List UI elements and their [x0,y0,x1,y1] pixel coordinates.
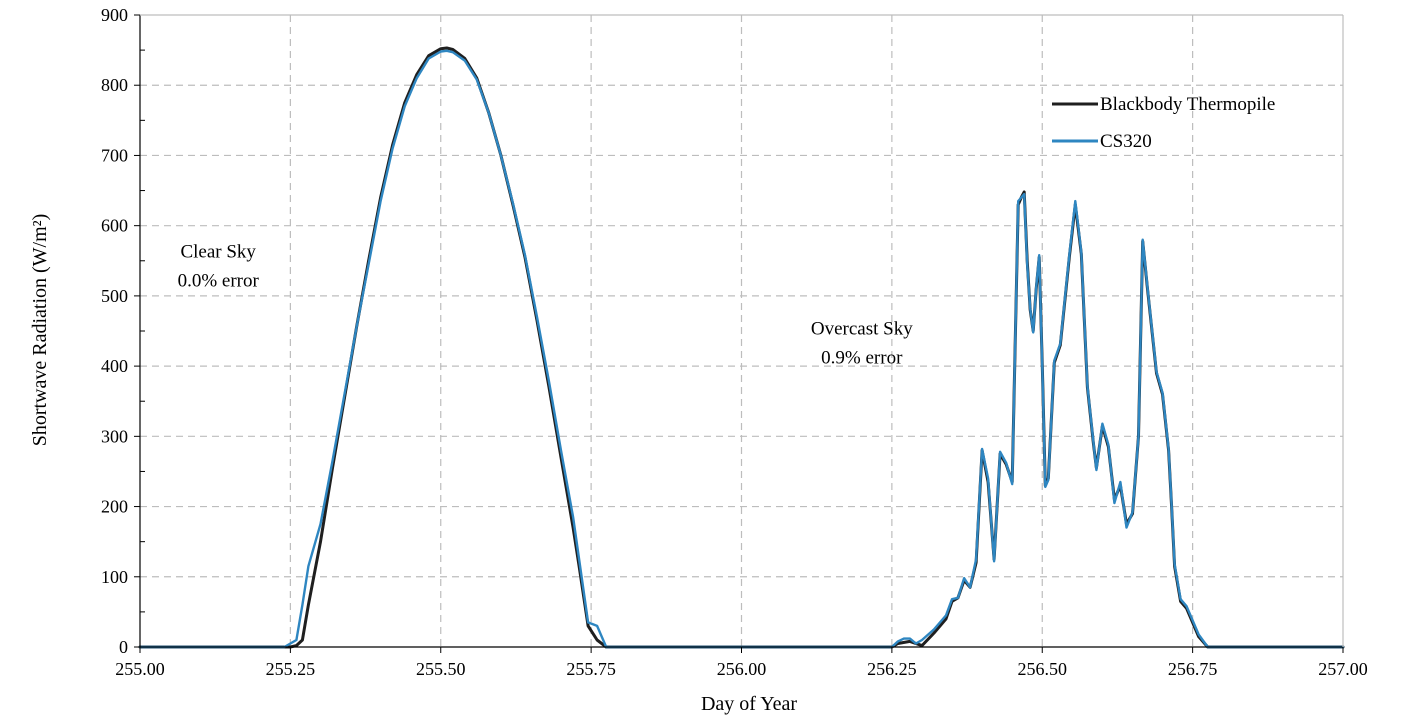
annotation-0-line-0: Clear Sky [180,241,256,262]
x-tick-label: 255.00 [115,659,165,679]
legend-label: CS320 [1100,131,1152,152]
annotation-1-line-0: Overcast Sky [811,319,913,340]
y-axis-ticks: 0 100 200 300 400 500 600 700 800 900 [101,5,145,657]
chart-annotations: Clear Sky 0.0% error Overcast Sky 0.9% erro… [178,241,914,368]
y-axis-title: Shortwave Radiation (W/m²) [29,214,51,447]
y-tick-label: 0 [119,637,128,657]
y-tick-label: 200 [101,497,128,517]
series-line-cs320 [138,49,1345,649]
x-tick-label: 256.50 [1018,659,1068,679]
y-tick-label: 600 [101,216,128,236]
x-tick-label: 257.00 [1318,659,1368,679]
y-tick-label: 500 [101,286,128,306]
legend-label: Blackbody Thermopile [1100,94,1275,115]
y-tick-label: 300 [101,426,128,446]
y-tick-label: 900 [101,5,128,25]
x-axis-title: Day of Year [701,693,797,715]
x-tick-label: 256.25 [867,659,917,679]
annotation-1-line-1: 0.9% error [821,348,903,369]
chart-legend: Blackbody Thermopile CS320 [1052,94,1275,152]
x-tick-label: 256.00 [717,659,767,679]
x-tick-label: 256.75 [1168,659,1218,679]
y-tick-label: 100 [101,567,128,587]
chart-series [138,46,1345,649]
y-tick-label: 800 [101,75,128,95]
y-tick-label: 400 [101,356,128,376]
x-axis-ticks: 255.00 255.25 255.50 255.75 256.00 256.25 256.… [115,647,1368,679]
x-tick-label: 255.25 [266,659,316,679]
y-tick-label: 700 [101,145,128,165]
annotation-0-line-1: 0.0% error [178,270,260,291]
x-tick-label: 255.75 [566,659,616,679]
x-tick-label: 255.50 [416,659,466,679]
